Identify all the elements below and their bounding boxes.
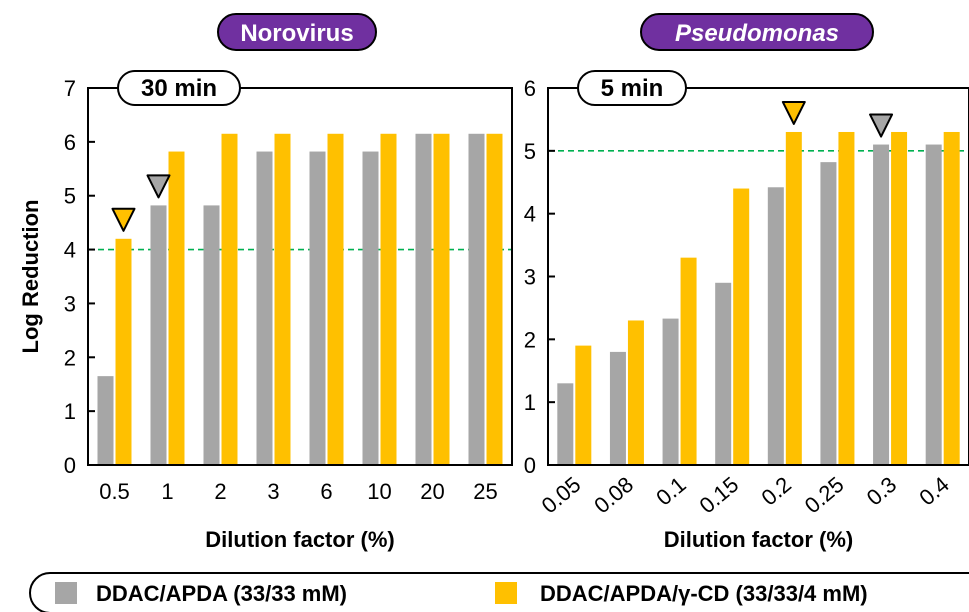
legend-swatch-2 <box>495 582 517 604</box>
x-tick-label: 0.2 <box>757 472 797 511</box>
y-tick-label: 6 <box>524 76 536 101</box>
legend-swatch-1 <box>55 582 77 604</box>
bar-a-10 <box>362 151 379 465</box>
legend-label-2: DDAC/APDA/γ-CD (33/33/4 mM) <box>540 581 868 606</box>
x-tick-label: 20 <box>420 479 444 504</box>
bar-a-0.15 <box>715 282 732 465</box>
bar-b-3 <box>274 133 291 465</box>
y-tick-label: 2 <box>524 327 536 352</box>
marker-triangle-0.2 <box>781 100 806 125</box>
bar-a-20 <box>415 133 432 465</box>
chart-panel-2: Pseudomonas 5 min 0 1 2 3 4 5 6 0.05 0.08 0.1 0.15 0.… <box>524 13 969 552</box>
bar-b-0.2 <box>785 131 802 465</box>
legend-frame <box>29 572 969 612</box>
x-tick-label: 6 <box>320 479 332 504</box>
bar-a-0.25 <box>820 162 837 466</box>
x-axis-label: Dilution factor (%) <box>664 527 853 552</box>
chart-panel-1: Norovirus 30 min 0 1 2 3 4 5 6 7 0.5 1 2 3 6 10 20 25 Dilu… <box>18 13 513 552</box>
bar-b-0.05 <box>575 345 592 465</box>
x-tick-label: 0.1 <box>651 472 691 511</box>
x-tick-label: 0.4 <box>914 472 954 511</box>
bar-b-0.08 <box>627 320 644 465</box>
bar-b-0.3 <box>891 131 908 465</box>
y-axis-label: Log Reduction <box>18 200 43 354</box>
bar-a-1 <box>150 205 167 465</box>
bar-a-0.2 <box>767 187 784 465</box>
y-tick-label: 0 <box>524 453 536 478</box>
bar-a-0.5 <box>97 376 114 465</box>
x-tick-label: 0.05 <box>537 472 586 519</box>
x-tick-label: 0.25 <box>800 472 849 519</box>
y-tick-label: 3 <box>64 291 76 316</box>
x-tick-label: 0.15 <box>695 472 744 519</box>
y-tick-label: 3 <box>524 265 536 290</box>
y-tick-label: 4 <box>524 202 536 227</box>
y-tick-label: 1 <box>524 390 536 415</box>
x-axis-label: Dilution factor (%) <box>205 527 394 552</box>
bar-a-25 <box>468 133 485 465</box>
y-tick-label: 4 <box>64 238 76 263</box>
bar-b-6 <box>327 133 344 465</box>
y-tick-label: 7 <box>64 76 76 101</box>
bar-b-0.1 <box>680 257 697 465</box>
time-label: 5 min <box>601 75 664 102</box>
x-tick-label: 0.08 <box>589 472 638 519</box>
bar-b-25 <box>486 133 503 465</box>
marker-triangle-1 <box>146 174 171 199</box>
bar-a-0.4 <box>925 144 942 466</box>
bar-a-2 <box>203 205 220 465</box>
bar-b-0.25 <box>838 131 855 465</box>
time-label-pill <box>117 70 241 106</box>
y-tick-label: 1 <box>64 399 76 424</box>
panel-title-pill <box>640 13 874 51</box>
x-tick-label: 1 <box>161 479 173 504</box>
bar-b-10 <box>380 133 397 465</box>
x-tick-label: 0.5 <box>99 479 130 504</box>
bar-a-0.05 <box>557 383 574 465</box>
legend-label-1: DDAC/APDA (33/33 mM) <box>96 581 347 606</box>
y-tick-label: 0 <box>64 453 76 478</box>
x-tick-label: 10 <box>367 479 391 504</box>
panel-title-pill <box>217 13 377 51</box>
x-tick-label: 0.3 <box>862 472 902 511</box>
bar-a-0.1 <box>662 318 679 465</box>
y-tick-label: 5 <box>524 139 536 164</box>
bar-b-0.5 <box>115 238 132 465</box>
bar-a-0.3 <box>873 144 890 466</box>
legend: DDAC/APDA (33/33 mM) DDAC/APDA/γ-CD (33/3… <box>29 572 969 612</box>
bar-b-20 <box>433 133 450 465</box>
y-tick-label: 2 <box>64 345 76 370</box>
x-tick-label: 3 <box>267 479 279 504</box>
x-tick-label: 25 <box>473 479 497 504</box>
x-tick-label: 2 <box>214 479 226 504</box>
panel-title: Norovirus <box>240 20 353 47</box>
bar-a-0.08 <box>609 351 626 465</box>
bar-a-6 <box>309 151 326 465</box>
panel-title: Pseudomonas <box>675 20 839 47</box>
y-tick-label: 6 <box>64 130 76 155</box>
time-label: 30 min <box>141 75 217 102</box>
time-label-pill <box>577 70 687 106</box>
y-tick-label: 5 <box>64 184 76 209</box>
marker-triangle-0.3 <box>869 113 894 138</box>
bar-b-1 <box>168 151 185 465</box>
marker-triangle-0.5 <box>111 207 136 232</box>
plot-frame <box>87 87 513 466</box>
bar-b-0.15 <box>733 188 750 466</box>
bar-b-2 <box>221 133 238 465</box>
bar-a-3 <box>256 151 273 465</box>
bar-b-0.4 <box>943 131 960 465</box>
